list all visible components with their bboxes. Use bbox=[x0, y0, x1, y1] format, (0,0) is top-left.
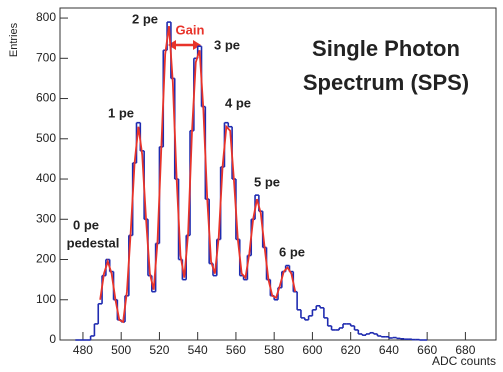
annotation: pedestal bbox=[67, 235, 120, 250]
y-tick-label: 400 bbox=[36, 171, 56, 185]
y-tick-label: 700 bbox=[36, 50, 56, 64]
y-tick-label: 500 bbox=[36, 131, 56, 145]
annotation: 3 pe bbox=[214, 37, 240, 52]
x-tick-label: 660 bbox=[417, 343, 437, 357]
x-axis-label: ADC counts bbox=[432, 354, 496, 368]
y-axis-label: Entries bbox=[8, 22, 20, 57]
chart-title: Spectrum (SPS) bbox=[303, 70, 469, 95]
y-tick-label: 800 bbox=[36, 10, 56, 24]
arrow-head bbox=[193, 40, 201, 50]
x-tick-label: 480 bbox=[73, 343, 93, 357]
arrow-head bbox=[168, 40, 176, 50]
y-tick-label: 300 bbox=[36, 211, 56, 225]
y-tick-label: 100 bbox=[36, 292, 56, 306]
plot-frame bbox=[59, 7, 497, 341]
x-tick-label: 640 bbox=[379, 343, 399, 357]
x-tick-label: 500 bbox=[111, 343, 131, 357]
annotation: 5 pe bbox=[254, 174, 280, 189]
chart-title: Single Photon bbox=[312, 36, 460, 61]
gain-arrow bbox=[168, 40, 201, 50]
x-tick-label: 580 bbox=[264, 343, 284, 357]
annotation: 4 pe bbox=[225, 95, 251, 110]
y-tick-label: 600 bbox=[36, 91, 56, 105]
x-tick-label: 540 bbox=[188, 343, 208, 357]
x-tick-label: 560 bbox=[226, 343, 246, 357]
x-tick-label: 680 bbox=[455, 343, 475, 357]
annotation: 0 pe bbox=[73, 217, 99, 232]
annotation: Gain bbox=[176, 22, 205, 37]
x-tick-label: 620 bbox=[341, 343, 361, 357]
y-tick-label: 200 bbox=[36, 252, 56, 266]
annotation: 2 pe bbox=[132, 11, 158, 26]
x-tick-label: 600 bbox=[302, 343, 322, 357]
annotation: 6 pe bbox=[279, 244, 305, 259]
annotation: 1 pe bbox=[108, 105, 134, 120]
x-tick-label: 520 bbox=[149, 343, 169, 357]
fit-curve bbox=[99, 25, 297, 324]
y-tick-label: 0 bbox=[49, 332, 56, 346]
